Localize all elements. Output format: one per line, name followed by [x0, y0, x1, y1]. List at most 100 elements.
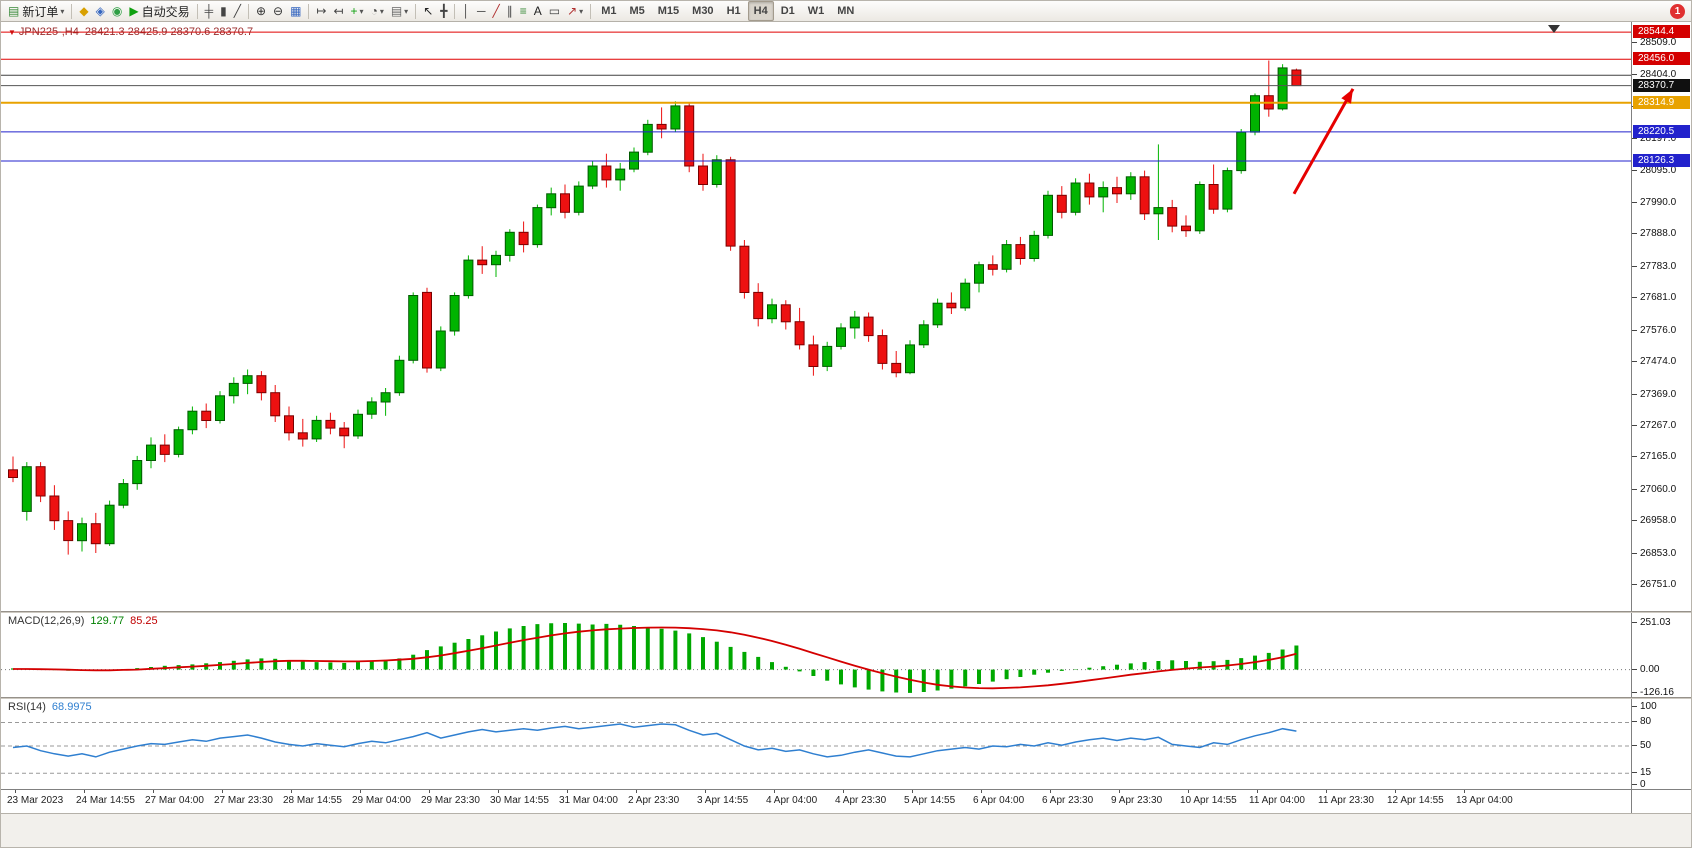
rsi-levels [1, 722, 1631, 774]
panel-separator-rsi[interactable] [1, 697, 1691, 699]
time-axis-tick [981, 790, 982, 793]
tf-m5[interactable]: M5 [629, 5, 645, 17]
price-badge: 28456.0 [1633, 52, 1690, 65]
channel-icon[interactable]: ∥ [504, 2, 516, 20]
time-axis-tick [1326, 790, 1327, 793]
tf-m15[interactable]: M15 [657, 5, 680, 17]
line-chart-icon[interactable]: ╱ [231, 2, 244, 20]
trendline-icon[interactable]: ╱ [490, 2, 503, 20]
zoom-in-icon[interactable]: ⊕ [253, 2, 269, 20]
arrows-icon[interactable]: ↗ ▾ [564, 2, 586, 20]
time-axis-tick [153, 790, 154, 793]
auto-scroll-icon: ↦ [316, 4, 327, 18]
rsi-label: RSI(14) 68.9975 [8, 701, 92, 713]
text-icon: A [533, 4, 542, 18]
dropdown-caret-icon: ▾ [579, 6, 584, 16]
time-axis-label: 31 Mar 04:00 [559, 795, 618, 806]
trendline-icon: ╱ [492, 4, 500, 18]
time-axis[interactable]: 23 Mar 2023 24 Mar 14:55 27 Mar 04:00 27 Ma… [1, 790, 1691, 813]
price-axis-tick: 27990.0 [1631, 197, 1677, 208]
price-badge: 28220.5 [1633, 125, 1690, 138]
time-axis-label: 28 Mar 14:55 [283, 795, 342, 806]
label-icon[interactable]: ▭ [546, 2, 563, 20]
auto-trading-button[interactable]: ▶ 自动交易 [126, 2, 192, 20]
chart-shift-icon[interactable]: ↤ [330, 2, 346, 20]
tf-m1[interactable]: M1 [601, 5, 617, 17]
time-axis-label: 4 Apr 04:00 [766, 795, 818, 806]
dropdown-caret-icon: ▾ [60, 6, 65, 16]
rsi-axis-tick: 15 [1631, 767, 1652, 778]
time-axis-label: 6 Apr 23:30 [1042, 795, 1094, 806]
horizontal-lines[interactable] [1, 31, 1631, 162]
tf-h4[interactable]: H4 [747, 1, 774, 21]
macd-main-value: 129.77 [90, 615, 125, 627]
mql-editor-icon[interactable]: ◆ [76, 2, 91, 20]
time-axis-label: 4 Apr 23:30 [835, 795, 887, 806]
time-axis-tick [15, 790, 16, 793]
vertical-line-icon[interactable]: │ [459, 2, 473, 20]
trend-arrow[interactable] [1292, 88, 1355, 195]
profiles-icon[interactable]: ◈ [93, 2, 108, 20]
fibonacci-icon[interactable]: ≡ [517, 2, 530, 20]
mql-editor-icon: ◆ [79, 4, 89, 18]
tf-h1[interactable]: H1 [726, 5, 741, 17]
macd-histogram [11, 623, 1299, 693]
time-axis-tick [567, 790, 568, 793]
tf-mn[interactable]: MN [837, 5, 855, 17]
time-axis-label: 29 Mar 23:30 [421, 795, 480, 806]
time-axis-label: 5 Apr 14:55 [904, 795, 956, 806]
tf-m30[interactable]: M30 [692, 5, 714, 17]
time-axis-tick [912, 790, 913, 793]
rsi-axis-tick: 80 [1631, 716, 1652, 727]
vertical-line-icon: │ [462, 4, 470, 18]
time-axis-label: 30 Mar 14:55 [490, 795, 549, 806]
candlestick-chart-icon[interactable]: ▮ [217, 2, 230, 20]
time-axis-tick [1050, 790, 1051, 793]
label-icon: ▭ [548, 4, 561, 18]
templates-button[interactable]: ▤ ▾ [388, 2, 411, 20]
zoom-out-icon[interactable]: ⊖ [270, 2, 286, 20]
rsi-name: RSI(14) [8, 701, 46, 713]
notification-badge[interactable]: 1 [1670, 3, 1685, 19]
tf-w1[interactable]: W1 [807, 5, 825, 17]
crosshair-icon[interactable]: ╋ [437, 2, 450, 20]
time-axis-label: 6 Apr 04:00 [973, 795, 1025, 806]
refresh-icon[interactable]: ◉ [109, 2, 125, 20]
toolbar: ▤ 新订单 ▾ ◆ ◈ ◉ ▶ 自动交易 ╪ ▮ ╱ ⊕ ⊖ ▦ ↦ ↤ + ▾ ◔ ▾ ▤ ▾ ↖ ╋ │ ─ ╱ ∥ ≡ A ▭ ↗ ▾ M1… [1, 1, 1691, 22]
line-chart-icon: ╱ [233, 4, 241, 18]
candlesticks [8, 60, 1302, 555]
add-indicator-button[interactable]: + ▾ [348, 2, 367, 20]
horizontal-line-icon[interactable]: ─ [474, 2, 489, 20]
text-icon[interactable]: A [531, 2, 545, 20]
panel-separator-macd[interactable] [1, 611, 1691, 613]
symbol-marker-icon: ▼ [8, 28, 16, 37]
price-axis-tick: 27060.0 [1631, 484, 1677, 495]
auto-scroll-icon[interactable]: ↦ [313, 2, 329, 20]
macd-signal-line [13, 626, 1297, 690]
chart-shift-marker[interactable] [1548, 25, 1560, 33]
macd-panel[interactable] [1, 613, 1631, 697]
time-axis-label: 11 Apr 23:30 [1318, 795, 1374, 806]
tile-windows-icon[interactable]: ▦ [287, 2, 304, 20]
rsi-line [12, 723, 1297, 758]
bar-chart-icon[interactable]: ╪ [202, 2, 217, 20]
price-axis-tick: 27369.0 [1631, 389, 1677, 400]
main-price-chart[interactable] [1, 22, 1631, 611]
rsi-panel[interactable] [1, 699, 1631, 789]
bottom-strip [1, 813, 1691, 847]
toolbar-separator [71, 3, 73, 19]
cursor-icon[interactable]: ↖ [420, 2, 436, 20]
price-axis[interactable]: 28509.028404.028302.028197.028095.027990… [1631, 22, 1691, 813]
time-axis-tick [843, 790, 844, 793]
macd-axis-tick: 0.00 [1631, 664, 1660, 675]
tf-d1[interactable]: D1 [780, 5, 795, 17]
arrows-icon: ↗ [567, 4, 578, 18]
time-axis-tick [291, 790, 292, 793]
time-axis-separator [1, 789, 1691, 790]
zoom-in-icon: ⊕ [255, 4, 266, 18]
macd-axis-tick: -126.16 [1632, 687, 1674, 698]
macd-name: MACD(12,26,9) [8, 615, 85, 627]
price-badge: 28126.3 [1633, 154, 1690, 167]
periods-button[interactable]: ◔ ▾ [368, 2, 387, 20]
new-order-button[interactable]: ▤ 新订单 ▾ [5, 2, 67, 20]
